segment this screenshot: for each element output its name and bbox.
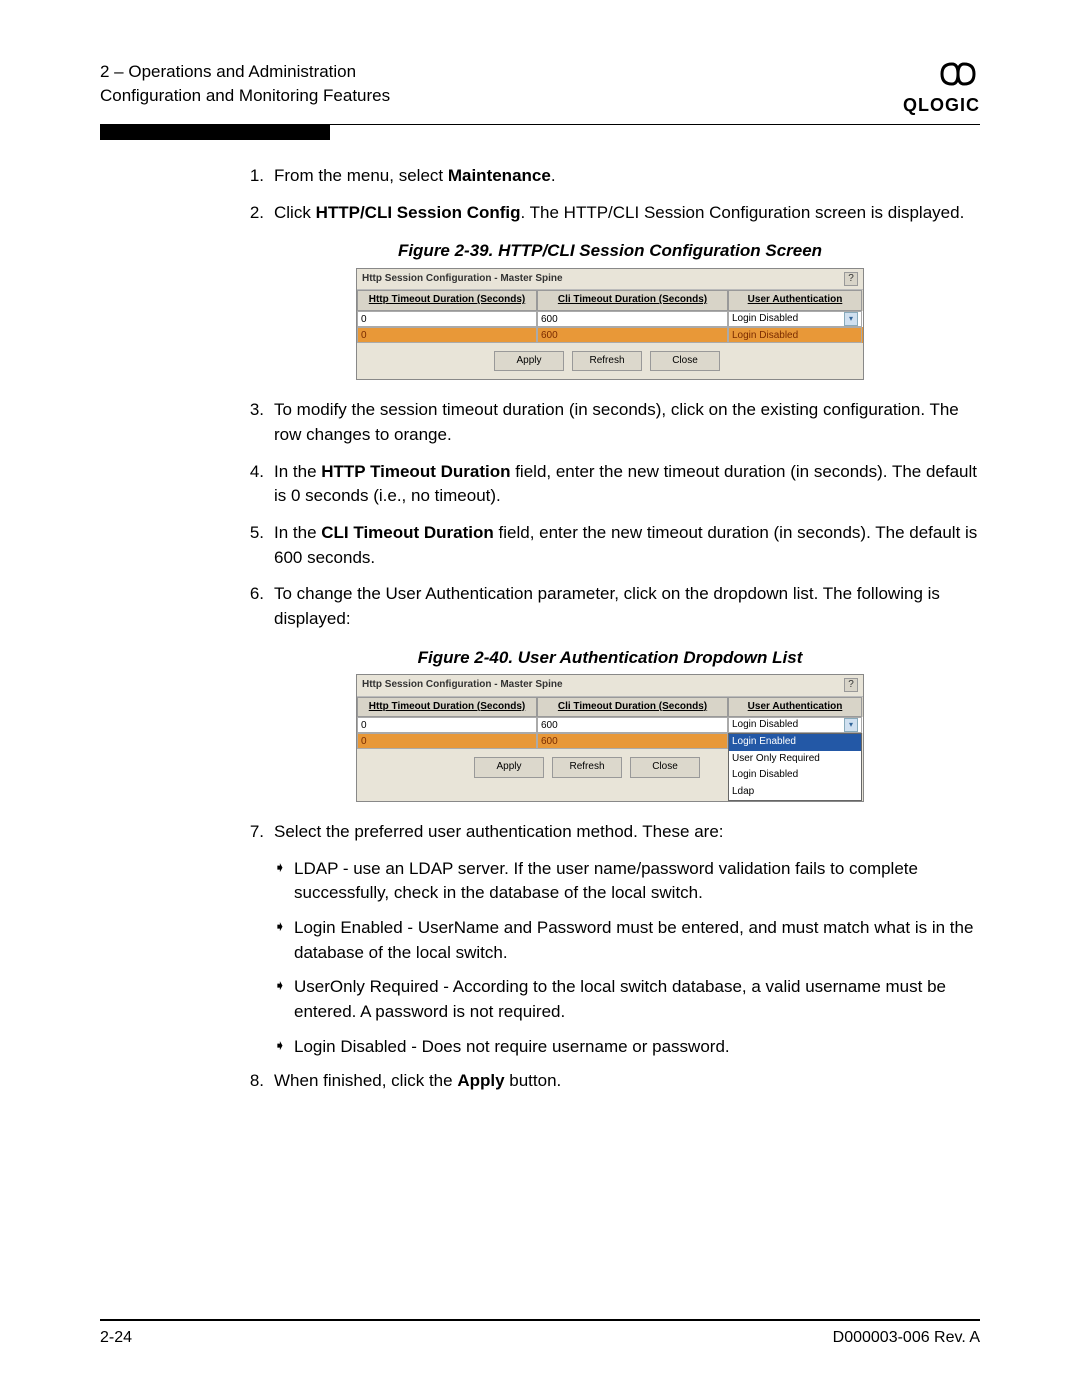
black-bar [100, 124, 330, 140]
step-body: In the CLI Timeout Duration field, enter… [274, 521, 980, 570]
step-3: 3. To modify the session timeout duratio… [240, 398, 980, 447]
step-num: 2. [240, 201, 264, 226]
col-user-auth: User Authentication [728, 697, 862, 718]
table-row[interactable]: 0 600 Login Disabled ▾ [357, 311, 863, 327]
figure-40-caption: Figure 2-40. User Authentication Dropdow… [240, 646, 980, 671]
step-num: 4. [240, 460, 264, 509]
col-cli-timeout: Cli Timeout Duration (Seconds) [537, 697, 728, 718]
chevron-down-icon[interactable]: ▾ [844, 312, 858, 326]
step-num: 7. [240, 820, 264, 845]
cli-timeout-value: 600 [537, 733, 728, 749]
user-auth-dropdown[interactable]: Login Disabled ▾ [728, 311, 862, 327]
http-timeout-input[interactable]: 0 [357, 311, 537, 327]
col-user-auth: User Authentication [728, 290, 862, 311]
figure-39-screenshot: Http Session Configuration - Master Spin… [356, 268, 864, 381]
step-body: Select the preferred user authentication… [274, 820, 980, 845]
bullet-ldap: ➧ LDAP - use an LDAP server. If the user… [274, 857, 980, 906]
step-body: To modify the session timeout duration (… [274, 398, 980, 447]
step-8: 8. When finished, click the Apply button… [240, 1069, 980, 1094]
main-content: 1. From the menu, select Maintenance. 2.… [240, 164, 980, 1094]
cli-timeout-value: 600 [537, 327, 728, 343]
step-num: 1. [240, 164, 264, 189]
cli-timeout-input[interactable]: 600 [537, 717, 728, 733]
header-line2: Configuration and Monitoring Features [100, 84, 390, 108]
apply-button[interactable]: Apply [494, 351, 564, 372]
user-auth-value: Login Disabled [728, 327, 862, 343]
panel-title: Http Session Configuration - Master Spin… [357, 675, 863, 697]
step-5: 5. In the CLI Timeout Duration field, en… [240, 521, 980, 570]
table-row-selected[interactable]: 0 600 Login Disabled [357, 327, 863, 343]
user-auth-dropdown-list[interactable]: Login Enabled User Only Required Login D… [728, 733, 862, 801]
button-row: Apply Refresh Close [457, 749, 717, 786]
http-timeout-input[interactable]: 0 [357, 717, 537, 733]
option-user-only[interactable]: User Only Required [729, 751, 861, 768]
doc-revision: D000003-006 Rev. A [833, 1329, 980, 1347]
table-header: Http Timeout Duration (Seconds) Cli Time… [357, 290, 863, 311]
http-timeout-value: 0 [357, 327, 537, 343]
chevron-down-icon[interactable]: ▾ [844, 718, 858, 732]
help-icon[interactable]: ? [844, 678, 858, 692]
apply-button[interactable]: Apply [474, 757, 544, 778]
bullet-useronly: ➧ UserOnly Required - According to the l… [274, 975, 980, 1024]
logo-icon [903, 60, 980, 95]
refresh-button[interactable]: Refresh [552, 757, 622, 778]
step-num: 5. [240, 521, 264, 570]
option-ldap[interactable]: Ldap [729, 784, 861, 801]
help-icon[interactable]: ? [844, 272, 858, 286]
step-4: 4. In the HTTP Timeout Duration field, e… [240, 460, 980, 509]
step-body: Click HTTP/CLI Session Config. The HTTP/… [274, 201, 980, 226]
col-http-timeout: Http Timeout Duration (Seconds) [357, 697, 537, 718]
step-6: 6. To change the User Authentication par… [240, 582, 980, 631]
option-login-disabled[interactable]: Login Disabled [729, 767, 861, 784]
step-body: From the menu, select Maintenance. [274, 164, 980, 189]
cli-timeout-input[interactable]: 600 [537, 311, 728, 327]
step-7: 7. Select the preferred user authenticat… [240, 820, 980, 845]
page-number: 2-24 [100, 1329, 132, 1347]
bullet-login-enabled: ➧ Login Enabled - UserName and Password … [274, 916, 980, 965]
table-row-selected[interactable]: 0 600 [357, 733, 728, 749]
page-header: 2 – Operations and Administration Config… [100, 60, 980, 125]
header-text: 2 – Operations and Administration Config… [100, 60, 390, 108]
close-button[interactable]: Close [630, 757, 700, 778]
step-num: 8. [240, 1069, 264, 1094]
figure-39-caption: Figure 2-39. HTTP/CLI Session Configurat… [240, 239, 980, 264]
bullet-arrow-icon: ➧ [274, 916, 294, 965]
col-http-timeout: Http Timeout Duration (Seconds) [357, 290, 537, 311]
bullet-arrow-icon: ➧ [274, 975, 294, 1024]
close-button[interactable]: Close [650, 351, 720, 372]
refresh-button[interactable]: Refresh [572, 351, 642, 372]
step-body: When finished, click the Apply button. [274, 1069, 980, 1094]
logo: QLOGIC [903, 60, 980, 116]
step-2: 2. Click HTTP/CLI Session Config. The HT… [240, 201, 980, 226]
user-auth-dropdown[interactable]: Login Disabled ▾ [728, 717, 862, 733]
table-header: Http Timeout Duration (Seconds) Cli Time… [357, 697, 863, 718]
step-body: In the HTTP Timeout Duration field, ente… [274, 460, 980, 509]
step-num: 3. [240, 398, 264, 447]
option-login-enabled[interactable]: Login Enabled [729, 734, 861, 751]
step-num: 6. [240, 582, 264, 631]
step-1: 1. From the menu, select Maintenance. [240, 164, 980, 189]
http-timeout-value: 0 [357, 733, 537, 749]
header-line1: 2 – Operations and Administration [100, 60, 390, 84]
figure-40-screenshot: Http Session Configuration - Master Spin… [356, 674, 864, 802]
page-footer: 2-24 D000003-006 Rev. A [100, 1319, 980, 1347]
step-body: To change the User Authentication parame… [274, 582, 980, 631]
logo-text: QLOGIC [903, 95, 980, 116]
bullet-arrow-icon: ➧ [274, 857, 294, 906]
col-cli-timeout: Cli Timeout Duration (Seconds) [537, 290, 728, 311]
bullet-login-disabled: ➧ Login Disabled - Does not require user… [274, 1035, 980, 1060]
bullet-arrow-icon: ➧ [274, 1035, 294, 1060]
button-row: Apply Refresh Close [477, 343, 737, 380]
table-row[interactable]: 0 600 Login Disabled ▾ [357, 717, 863, 733]
panel-title: Http Session Configuration - Master Spin… [357, 269, 863, 291]
